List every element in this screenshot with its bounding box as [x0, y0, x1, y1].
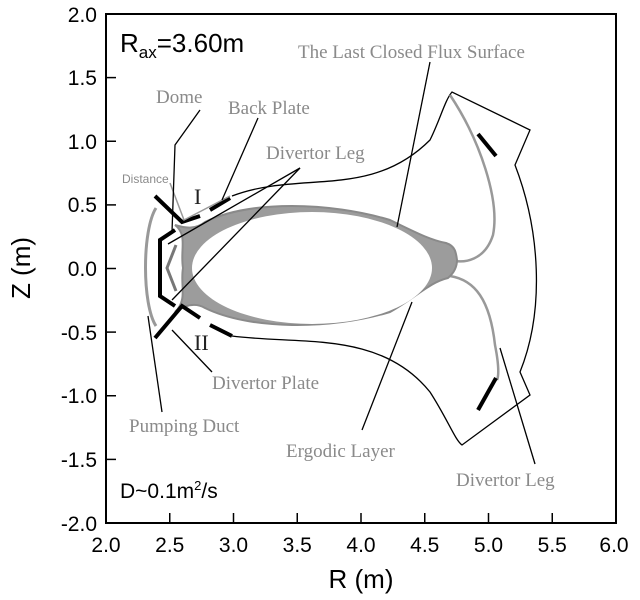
y-tick-label: 2.0	[68, 4, 97, 27]
dome	[158, 228, 177, 308]
pumping-duct-leader	[147, 315, 163, 413]
x-tick-label: 2.5	[155, 534, 184, 557]
divertor-plate-upper	[153, 194, 201, 225]
rax-label: Rax=3.60m	[120, 28, 244, 62]
divertor-leg-trace-upper	[448, 94, 496, 263]
x-tick-label: 5.0	[474, 534, 503, 557]
diffusion-superscript: 2	[194, 478, 201, 493]
dome-annotation: Dome	[156, 87, 202, 108]
divertor-leg-lower-leader	[499, 347, 536, 465]
diffusion-prefix: D~0.1m	[120, 480, 194, 503]
divertor-plate-leader	[171, 329, 213, 373]
y-tick-label: -2.0	[61, 513, 97, 536]
divertor-plate-outer-upper	[476, 132, 498, 158]
vacuum-vessel-boundary	[231, 91, 538, 446]
closed-flux-interior	[192, 212, 432, 324]
x-tick-label: 3.5	[283, 534, 312, 557]
divertor-leg-leader-2	[171, 167, 301, 301]
x-tick-label: 2.0	[91, 534, 120, 557]
rax-subscript: ax	[139, 43, 157, 62]
x-tick-label: 6.0	[599, 534, 628, 557]
y-tick-label: -1.5	[61, 449, 97, 472]
back-plate-upper	[208, 196, 232, 212]
x-ticks	[105, 513, 617, 523]
y-tick-label: 1.5	[68, 67, 97, 90]
diffusion-label: D~0.1m2/s	[120, 478, 218, 503]
dome-inner	[165, 244, 178, 292]
x-tick-label: 4.5	[410, 534, 439, 557]
y-tick-label: -1.0	[61, 385, 97, 408]
back-plate-lower	[209, 323, 233, 338]
x-axis-label: R (m)	[329, 564, 394, 594]
divertor-leg-lower-annotation: Divertor Leg	[456, 470, 555, 491]
ergodic-layer-annotation: Ergodic Layer	[286, 441, 396, 462]
rax-prefix: R	[120, 28, 139, 58]
divertor-plate-outer-lower	[476, 377, 498, 411]
x-tick-label: 4.0	[346, 534, 375, 557]
distance-arrow	[169, 182, 231, 222]
diffusion-suffix: /s	[201, 480, 217, 503]
lcfs-annotation: The Last Closed Flux Surface	[298, 42, 525, 63]
dome-leader	[171, 109, 201, 233]
divertor-plate-lower	[153, 303, 202, 340]
x-tick-label: 5.5	[538, 534, 567, 557]
pumping-duct	[144, 207, 158, 327]
ergodic-layer-leader	[361, 301, 413, 431]
back-plate-leader	[221, 117, 259, 201]
distance-annotation: Distance	[122, 172, 169, 186]
y-ticks	[106, 13, 116, 524]
divertor-leg-leader-1	[167, 167, 301, 245]
back-plate-annotation: Back Plate	[228, 98, 310, 119]
lcfs-leader	[396, 61, 431, 228]
x-tick-label: 3.0	[219, 534, 248, 557]
y-tick-label: 0.5	[68, 194, 97, 217]
region-label-2: II	[194, 330, 209, 355]
y-tick-label: 1.0	[68, 131, 97, 154]
y-axis-label: Z (m)	[6, 237, 36, 299]
divertor-leg-upper-annotation: Divertor Leg	[266, 143, 365, 164]
divertor-leg-trace-lower	[449, 274, 500, 381]
divertor-plate-annotation: Divertor Plate	[212, 373, 319, 394]
y-tick-label: 0.0	[68, 258, 97, 281]
pumping-duct-annotation: Pumping Duct	[129, 416, 240, 437]
region-label-1: I	[194, 184, 201, 209]
rax-value: =3.60m	[157, 28, 244, 58]
y-tick-label: -0.5	[61, 322, 97, 345]
